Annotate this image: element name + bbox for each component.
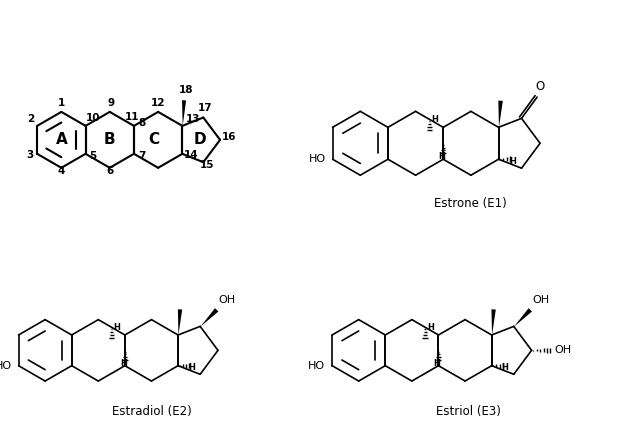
Polygon shape (178, 309, 182, 335)
Polygon shape (491, 309, 496, 335)
Text: HO: HO (309, 154, 326, 164)
Text: 16: 16 (221, 132, 236, 142)
Text: 17: 17 (197, 103, 212, 113)
Text: H: H (438, 152, 445, 161)
Text: Estriol (E3): Estriol (E3) (436, 405, 502, 418)
Text: 9: 9 (108, 98, 115, 108)
Text: Estrone (E1): Estrone (E1) (435, 197, 507, 210)
Text: 3: 3 (27, 150, 34, 160)
Text: H: H (114, 323, 120, 332)
Text: 13: 13 (185, 114, 200, 124)
Text: 18: 18 (178, 85, 193, 96)
Text: H: H (431, 115, 438, 124)
Text: B: B (104, 132, 116, 147)
Text: HO: HO (308, 361, 325, 371)
Text: C: C (148, 132, 160, 147)
Text: A: A (56, 132, 67, 147)
Text: H: H (502, 363, 509, 372)
Text: H: H (509, 157, 516, 166)
Text: 12: 12 (151, 98, 166, 108)
Text: H: H (188, 363, 195, 372)
Text: H: H (120, 359, 127, 368)
Text: HO: HO (0, 361, 12, 371)
Text: OH: OH (555, 346, 571, 355)
Polygon shape (201, 308, 219, 326)
Text: H: H (433, 359, 440, 368)
Text: 10: 10 (86, 113, 100, 123)
Text: 2: 2 (27, 114, 34, 124)
Text: OH: OH (219, 295, 236, 305)
Text: O: O (535, 80, 544, 93)
Text: H: H (427, 323, 434, 332)
Polygon shape (514, 308, 532, 326)
Text: 15: 15 (199, 160, 214, 170)
Text: OH: OH (532, 295, 550, 305)
Polygon shape (182, 100, 186, 126)
Text: 11: 11 (125, 112, 139, 122)
Text: 7: 7 (138, 151, 145, 161)
Text: Estradiol (E2): Estradiol (E2) (112, 405, 191, 418)
Polygon shape (498, 100, 503, 127)
Text: 5: 5 (89, 151, 96, 161)
Text: 14: 14 (183, 150, 198, 160)
Text: D: D (194, 132, 206, 147)
Text: 4: 4 (58, 166, 65, 176)
Text: 1: 1 (58, 98, 65, 108)
Text: 6: 6 (106, 166, 113, 176)
Text: 8: 8 (139, 118, 146, 128)
